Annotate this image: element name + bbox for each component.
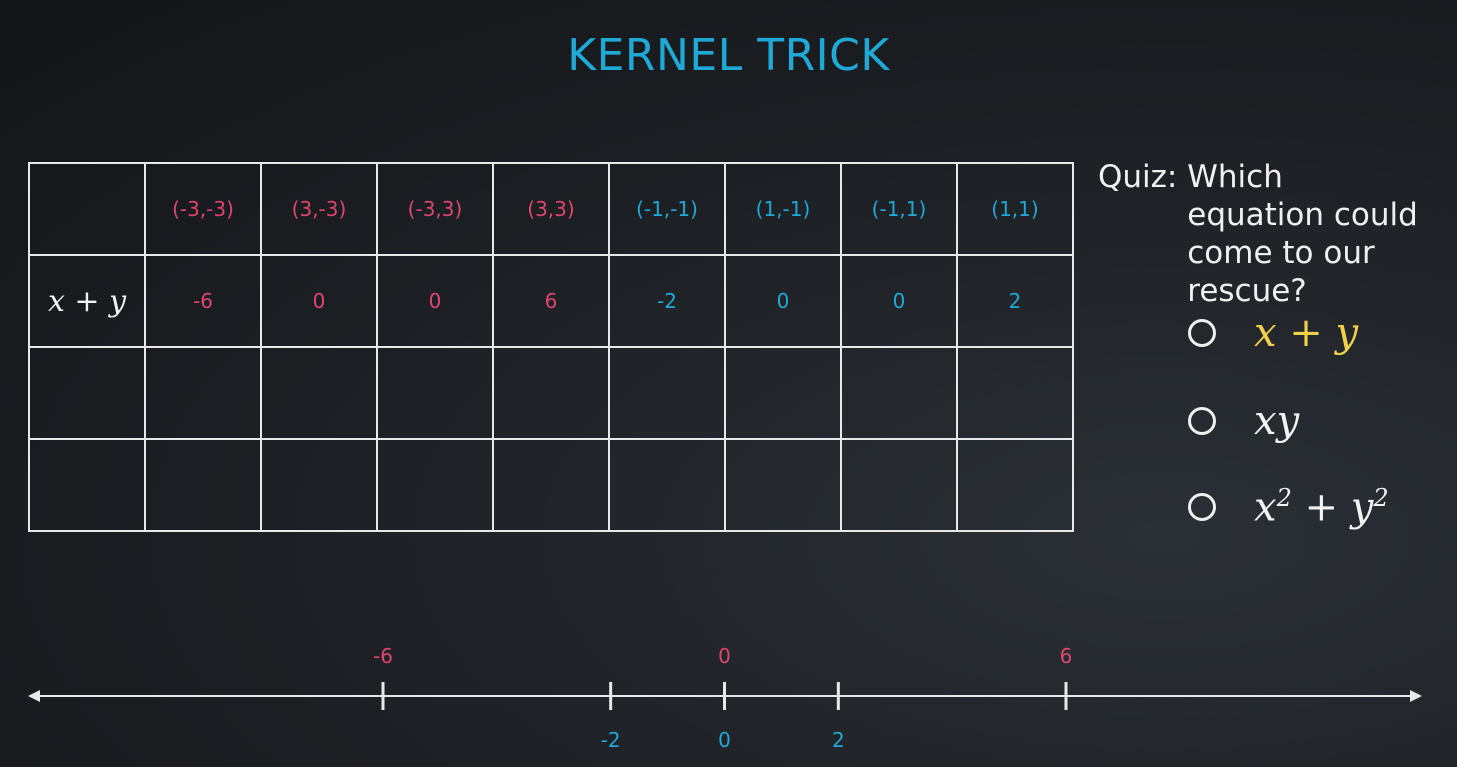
table-header-cell: (3,3) xyxy=(492,162,610,256)
quiz-option-2[interactable]: xy xyxy=(1188,398,1299,444)
left-arrow-icon xyxy=(28,690,40,702)
data-table: (-3,-3) (3,-3) (-3,3) (3,3) (-1,-1) (1,-… xyxy=(28,162,1074,532)
table-cell: 2 xyxy=(956,254,1074,348)
var-x: x xyxy=(1254,484,1277,531)
table-cell xyxy=(956,438,1074,532)
table-cell xyxy=(376,346,494,440)
table-header-cell: (3,-3) xyxy=(260,162,378,256)
row-label-formula: x + y xyxy=(48,284,126,319)
table-header-cell: (1,1) xyxy=(956,162,1074,256)
table-cell xyxy=(608,346,726,440)
var-y: y xyxy=(109,283,127,319)
table-cell xyxy=(376,438,494,532)
table-row xyxy=(28,346,1074,440)
table-cell: 0 xyxy=(840,254,958,348)
top-tick-label: 6 xyxy=(1060,644,1073,668)
exponent: 2 xyxy=(1276,484,1292,512)
quiz-option-3[interactable]: x2 + y2 xyxy=(1188,484,1389,530)
axis-ticks: -6 0 6 -2 0 2 xyxy=(373,644,1072,752)
top-tick-label: 0 xyxy=(718,644,731,668)
var-x: x xyxy=(1254,310,1277,356)
right-arrow-icon xyxy=(1410,690,1422,702)
table-cell xyxy=(724,346,842,440)
plus-sign: + xyxy=(74,283,100,319)
radio-button[interactable] xyxy=(1188,319,1216,347)
table-header-cell: (-1,1) xyxy=(840,162,958,256)
table-header-cell: (-1,-1) xyxy=(608,162,726,256)
option-formula: x + y xyxy=(1254,310,1358,356)
row-label-cell: x + y xyxy=(28,254,146,348)
radio-button[interactable] xyxy=(1188,407,1216,435)
bottom-tick-label: -2 xyxy=(601,728,621,752)
table-row xyxy=(28,438,1074,532)
top-tick-label: -6 xyxy=(373,644,393,668)
number-line: -6 0 6 -2 0 2 xyxy=(28,644,1422,752)
table-cell xyxy=(840,346,958,440)
quiz-question-text: Which equation could come to our rescue? xyxy=(1187,159,1418,309)
table-cell xyxy=(144,346,262,440)
table-cell xyxy=(840,438,958,532)
table-cell: 0 xyxy=(376,254,494,348)
table-header-cell: (-3,-3) xyxy=(144,162,262,256)
table-cell xyxy=(492,438,610,532)
table-header-cell: (1,-1) xyxy=(724,162,842,256)
var-x: x xyxy=(47,283,65,319)
table-header-row: (-3,-3) (3,-3) (-3,3) (3,3) (-1,-1) (1,-… xyxy=(28,162,1074,256)
bottom-tick-label: 0 xyxy=(718,728,731,752)
table-corner-cell xyxy=(28,162,146,256)
table-cell xyxy=(956,346,1074,440)
table-cell: -6 xyxy=(144,254,262,348)
page-title: KERNEL TRICK xyxy=(567,30,890,81)
table-cell xyxy=(28,438,146,532)
quiz-option-1[interactable]: x + y xyxy=(1188,310,1358,356)
table-cell xyxy=(608,438,726,532)
option-formula: x2 + y2 xyxy=(1254,484,1389,530)
plus-sign: + xyxy=(1304,484,1339,531)
quiz-question: Quiz: Which equation could come to our r… xyxy=(1098,158,1427,310)
exponent: 2 xyxy=(1373,484,1389,512)
table-cell: 0 xyxy=(260,254,378,348)
table-cell: -2 xyxy=(608,254,726,348)
plus-sign: + xyxy=(1289,310,1323,356)
var-y: y xyxy=(1335,310,1359,356)
table-cell xyxy=(144,438,262,532)
table-header-cell: (-3,3) xyxy=(376,162,494,256)
var-y: y xyxy=(1350,484,1374,531)
var-y: y xyxy=(1276,398,1300,444)
table-cell xyxy=(724,438,842,532)
radio-button[interactable] xyxy=(1188,493,1216,522)
table-cell xyxy=(492,346,610,440)
quiz-prefix: Quiz: xyxy=(1098,159,1178,195)
table-row: x + y -6 0 0 6 -2 0 0 2 xyxy=(28,254,1074,348)
table-cell xyxy=(260,438,378,532)
option-formula: xy xyxy=(1254,398,1299,444)
bottom-tick-label: 2 xyxy=(832,728,845,752)
var-x: x xyxy=(1254,398,1277,444)
table-cell: 6 xyxy=(492,254,610,348)
table-cell xyxy=(28,346,146,440)
table-cell: 0 xyxy=(724,254,842,348)
table-cell xyxy=(260,346,378,440)
